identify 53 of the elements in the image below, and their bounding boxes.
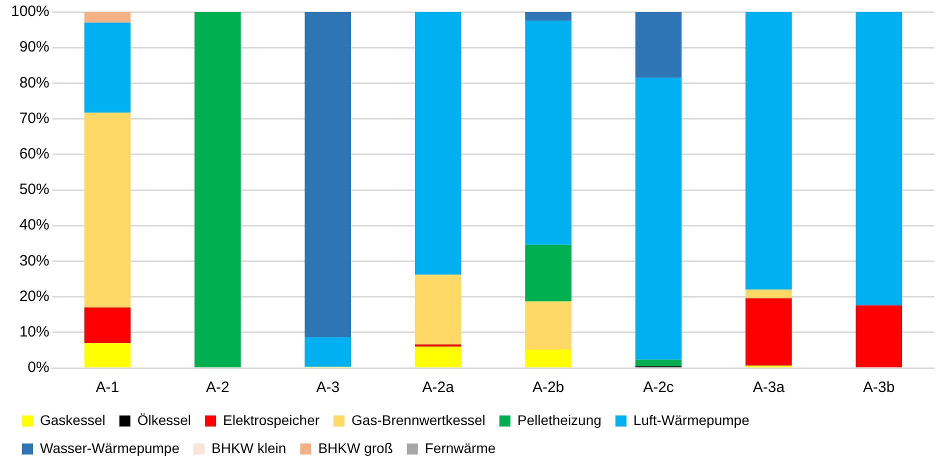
- bar: [746, 298, 792, 366]
- x-tick-label: A-2a: [422, 379, 455, 396]
- bar: [84, 307, 131, 344]
- bar: [525, 12, 572, 21]
- bar: [304, 12, 352, 338]
- x-tick-label: A-3b: [863, 379, 895, 396]
- legend-label: BHKW groß: [318, 440, 393, 456]
- legend-label: Gas-Brennwertkessel: [352, 412, 486, 428]
- bar: [856, 305, 902, 368]
- bar: [746, 12, 792, 290]
- y-tick-label: 50%: [19, 181, 50, 198]
- bar: [635, 78, 682, 360]
- x-tick-label: A-3: [316, 379, 340, 396]
- bar: [84, 112, 131, 308]
- x-tick-label: A-3a: [752, 379, 786, 396]
- legend-label: Luft-Wärmepumpe: [633, 412, 750, 428]
- bar: [856, 12, 902, 306]
- y-tick-label: 80%: [19, 74, 50, 92]
- legend-label: BHKW klein: [212, 440, 286, 456]
- bar: [525, 349, 572, 368]
- y-tick-label: 60%: [19, 146, 50, 163]
- bar: [414, 12, 462, 275]
- bar: [84, 12, 131, 23]
- bar: [84, 343, 131, 368]
- y-tick-label: 20%: [19, 288, 50, 305]
- x-tick-label: A-2c: [643, 379, 674, 396]
- bar: [525, 301, 572, 350]
- y-tick-label: 0%: [28, 359, 50, 376]
- y-tick-label: 90%: [19, 38, 50, 56]
- bar: [304, 337, 352, 367]
- legend-label: Gaskessel: [40, 412, 106, 428]
- bar: [746, 290, 792, 298]
- legend-label: Fernwärme: [424, 440, 496, 456]
- y-tick-label: 10%: [19, 324, 50, 341]
- bar: [194, 12, 241, 368]
- bar: [414, 274, 462, 345]
- legend-label: Elektrospeicher: [223, 412, 320, 428]
- y-tick-label: 100%: [10, 3, 50, 20]
- y-tick-label: 30%: [19, 252, 50, 270]
- x-tick-label: A-2b: [532, 379, 564, 396]
- bar: [635, 360, 682, 366]
- legend-label: Wasser-Wärmepumpe: [40, 440, 180, 456]
- bar: [525, 244, 572, 302]
- legend-label: Pelletheizung: [517, 412, 602, 428]
- bar: [414, 346, 462, 368]
- bar: [84, 22, 131, 113]
- legend-label: Ölkessel: [137, 412, 192, 428]
- x-tick-label: A-2: [206, 379, 230, 396]
- y-tick-label: 70%: [19, 110, 50, 127]
- y-tick-label: 40%: [19, 216, 50, 234]
- bar: [525, 20, 572, 245]
- bar: [635, 12, 682, 78]
- x-tick-label: A-1: [96, 379, 120, 396]
